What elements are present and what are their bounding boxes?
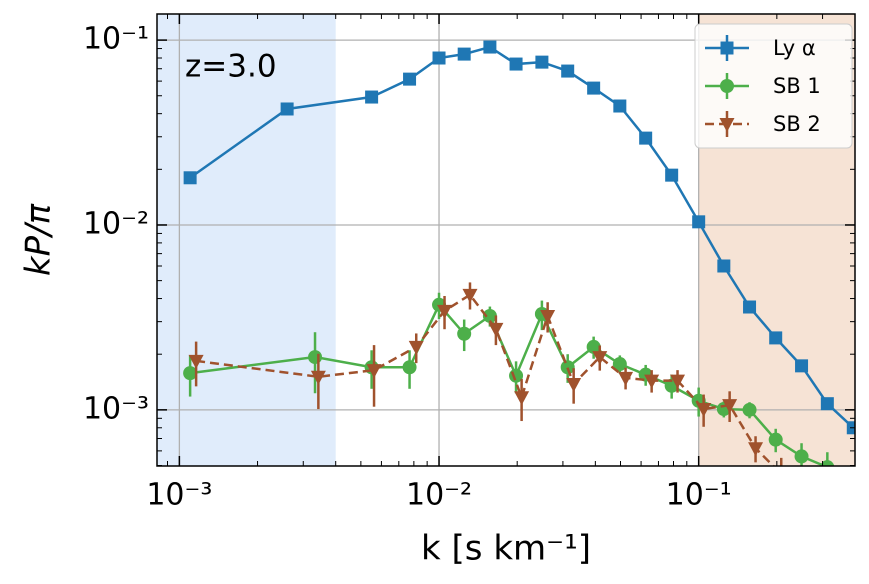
marker — [462, 288, 478, 303]
marker — [692, 215, 706, 229]
marker — [366, 364, 382, 379]
marker — [482, 308, 497, 323]
marker — [561, 64, 575, 78]
marker — [670, 374, 686, 389]
marker — [742, 402, 757, 417]
y-axis-label: kP/π — [19, 203, 59, 276]
marker — [540, 309, 556, 324]
marker — [560, 360, 575, 375]
marker — [586, 339, 601, 354]
marker — [820, 397, 834, 411]
marker — [613, 99, 627, 113]
marker — [457, 47, 471, 61]
marker — [748, 442, 764, 457]
marker — [457, 326, 472, 341]
marker — [722, 399, 738, 414]
marker — [432, 51, 446, 65]
marker — [188, 354, 204, 369]
plot-frame — [156, 13, 856, 467]
marker — [717, 259, 731, 273]
marker — [308, 350, 323, 365]
marker — [820, 460, 835, 466]
marker — [769, 331, 783, 345]
marker — [774, 468, 789, 482]
marker — [719, 118, 735, 132]
marker — [795, 359, 809, 373]
legend-label: Ly α — [773, 36, 816, 60]
y-tick-label: 10⁻¹ — [83, 22, 149, 57]
marker — [183, 171, 197, 185]
marker — [720, 79, 734, 93]
marker — [483, 40, 497, 54]
x-tick-label: 10⁻² — [406, 478, 472, 513]
marker — [509, 57, 523, 71]
marker — [280, 102, 294, 116]
marker — [618, 371, 634, 386]
x-tick-label: 10⁻¹ — [666, 478, 732, 513]
marker — [183, 366, 198, 381]
marker — [587, 81, 601, 95]
marker — [365, 90, 379, 104]
marker — [743, 300, 757, 314]
x-tick-label: 10⁻³ — [146, 478, 212, 513]
shaded-region — [157, 14, 336, 466]
marker — [403, 72, 417, 86]
marker — [696, 403, 712, 418]
marker — [566, 377, 582, 392]
x-axis-label: k [s km⁻¹] — [421, 529, 591, 569]
marker — [310, 370, 326, 385]
legend-label: SB 2 — [773, 112, 821, 136]
annotation: z=3.0 — [185, 49, 277, 85]
marker — [639, 131, 653, 145]
marker — [794, 449, 809, 464]
marker — [488, 322, 504, 337]
legend-box — [694, 23, 853, 149]
axes: 10⁻³ 10⁻² 10⁻¹ 10⁻³ 10⁻² 10⁻¹ — [83, 13, 856, 513]
marker — [402, 360, 417, 375]
marker — [408, 340, 424, 355]
marker — [535, 55, 549, 69]
marker — [720, 41, 734, 55]
y-tick-label: 10⁻³ — [83, 391, 149, 426]
marker — [644, 374, 660, 389]
marker — [665, 168, 679, 182]
marker — [437, 304, 453, 319]
marker — [768, 432, 783, 447]
marker — [612, 357, 627, 372]
legend-label: SB 1 — [773, 74, 821, 98]
y-tick-label: 10⁻² — [83, 206, 149, 241]
legend: Ly α SB 1 SB 2 — [694, 23, 853, 149]
marker — [514, 391, 530, 406]
marker — [592, 351, 608, 366]
